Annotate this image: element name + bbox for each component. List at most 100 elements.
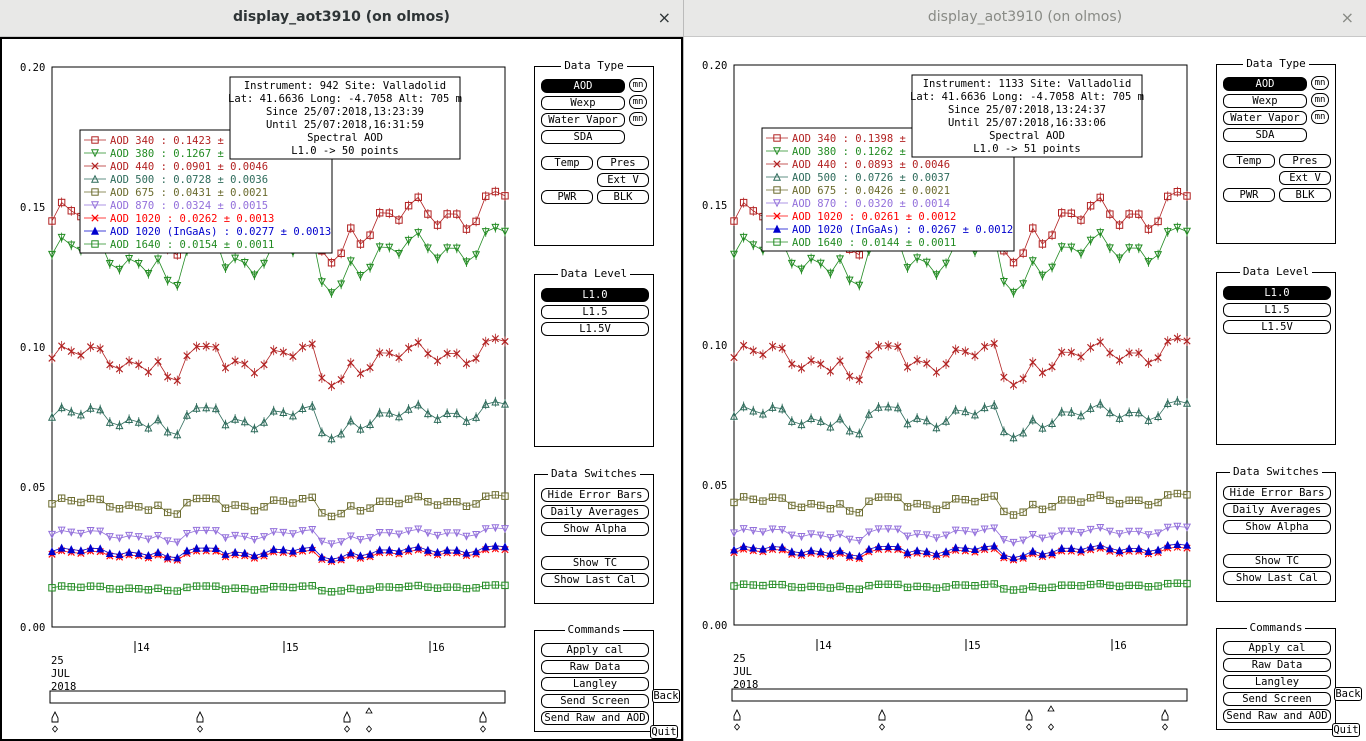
level-l10-button[interactable]: L1.0 bbox=[541, 288, 649, 302]
timeline-marker-icon[interactable] bbox=[1025, 708, 1033, 721]
sda-button[interactable]: SDA bbox=[541, 130, 625, 144]
show-tc-button[interactable]: Show TC bbox=[1223, 554, 1331, 568]
data-point bbox=[115, 505, 124, 513]
timeline-cursor-icon[interactable] bbox=[1047, 705, 1055, 712]
wexp-mn-button[interactable]: mn bbox=[629, 95, 647, 109]
level-l15-button[interactable]: L1.5 bbox=[541, 305, 649, 319]
raw-data-button[interactable]: Raw Data bbox=[541, 660, 649, 674]
data-point bbox=[729, 545, 739, 554]
daily-averages-button[interactable]: Daily Averages bbox=[1223, 503, 1331, 517]
langley-button[interactable]: Langley bbox=[541, 677, 649, 691]
timeline-marker-icon[interactable] bbox=[878, 708, 886, 721]
series-line bbox=[729, 539, 1192, 562]
ext-v-button[interactable]: Ext V bbox=[1279, 171, 1331, 185]
timeline-diamond-icon bbox=[343, 725, 351, 733]
apply-cal-button[interactable]: Apply cal bbox=[1223, 641, 1331, 655]
send-raw-aod-button[interactable]: Send Raw and AOD bbox=[541, 711, 649, 725]
blk-button[interactable]: BLK bbox=[1279, 188, 1331, 202]
series-path bbox=[51, 527, 506, 545]
level-l15v-button[interactable]: L1.5V bbox=[1223, 320, 1331, 334]
data-point bbox=[375, 529, 384, 538]
send-screen-button[interactable]: Send Screen bbox=[541, 694, 649, 708]
data-point bbox=[874, 342, 883, 350]
timeline-bar[interactable] bbox=[49, 690, 506, 704]
title-bar[interactable]: display_aot3910 (on olmos) × bbox=[684, 0, 1366, 37]
sda-button[interactable]: SDA bbox=[1223, 128, 1307, 142]
data-point bbox=[356, 536, 365, 545]
timeline-marker-icon[interactable] bbox=[479, 710, 487, 723]
level-l15v-button[interactable]: L1.5V bbox=[541, 322, 649, 336]
data-point bbox=[913, 254, 922, 263]
info-line: Lat: 41.6636 Long: -4.7058 Alt: 705 m bbox=[228, 93, 462, 105]
info-line: Spectral AOD bbox=[307, 132, 383, 144]
show-last-cal-button[interactable]: Show Last Cal bbox=[541, 573, 649, 587]
data-point bbox=[1009, 538, 1018, 547]
close-icon[interactable]: × bbox=[657, 8, 671, 27]
timeline-diamond-icon bbox=[479, 725, 487, 733]
ext-v-button[interactable]: Ext V bbox=[597, 173, 649, 187]
timeline-marker-icon[interactable] bbox=[343, 710, 351, 723]
water-vapor-mn-button[interactable]: mn bbox=[629, 112, 647, 126]
back-button[interactable]: Back bbox=[652, 689, 680, 703]
data-point bbox=[1009, 433, 1018, 442]
hide-error-bars-button[interactable]: Hide Error Bars bbox=[541, 488, 649, 502]
level-l10-button[interactable]: L1.0 bbox=[1223, 286, 1331, 300]
timeline-cursor-icon[interactable] bbox=[365, 707, 373, 714]
data-point bbox=[443, 409, 452, 418]
timeline-marker-icon[interactable] bbox=[51, 710, 59, 723]
close-icon[interactable]: × bbox=[1340, 8, 1354, 27]
y-tick-label: 0.10 bbox=[702, 340, 727, 352]
x-tick-label: 15 bbox=[968, 640, 981, 652]
blk-button[interactable]: BLK bbox=[597, 190, 649, 204]
pwr-button[interactable]: PWR bbox=[1223, 188, 1275, 202]
data-point bbox=[414, 581, 422, 590]
data-point bbox=[115, 534, 124, 543]
wexp-button[interactable]: Wexp bbox=[541, 96, 625, 110]
timeline-bar[interactable] bbox=[731, 688, 1188, 702]
temp-button[interactable]: Temp bbox=[541, 156, 593, 170]
quit-button[interactable]: Quit bbox=[650, 725, 678, 739]
aod-mn-button[interactable]: mn bbox=[629, 78, 647, 92]
raw-data-button[interactable]: Raw Data bbox=[1223, 658, 1331, 672]
data-point bbox=[758, 409, 767, 418]
water-vapor-button[interactable]: Water Vapor bbox=[1223, 111, 1307, 125]
data-point bbox=[77, 583, 85, 592]
langley-button[interactable]: Langley bbox=[1223, 675, 1331, 689]
temp-button[interactable]: Temp bbox=[1223, 154, 1275, 168]
hide-error-bars-button[interactable]: Hide Error Bars bbox=[1223, 486, 1331, 500]
daily-averages-button[interactable]: Daily Averages bbox=[541, 505, 649, 519]
water-vapor-button[interactable]: Water Vapor bbox=[541, 113, 625, 127]
timeline-marker-icon[interactable] bbox=[196, 710, 204, 723]
pres-button[interactable]: Pres bbox=[1279, 154, 1331, 168]
pres-button[interactable]: Pres bbox=[597, 156, 649, 170]
timeline-diamond-icon bbox=[1047, 723, 1055, 731]
pwr-button[interactable]: PWR bbox=[541, 190, 593, 204]
aod-mn-button[interactable]: mn bbox=[1311, 76, 1329, 90]
aod-button[interactable]: AOD bbox=[541, 79, 625, 93]
data-point bbox=[817, 583, 825, 591]
water-vapor-mn-button[interactable]: mn bbox=[1311, 110, 1329, 124]
aod-button[interactable]: AOD bbox=[1223, 77, 1307, 91]
show-alpha-button[interactable]: Show Alpha bbox=[541, 522, 649, 536]
wexp-button[interactable]: Wexp bbox=[1223, 94, 1307, 108]
data-point bbox=[96, 345, 104, 353]
data-point bbox=[807, 530, 816, 539]
send-screen-button[interactable]: Send Screen bbox=[1223, 692, 1331, 706]
show-last-cal-button[interactable]: Show Last Cal bbox=[1223, 571, 1331, 585]
data-point bbox=[491, 187, 500, 196]
data-point bbox=[347, 359, 355, 367]
show-tc-button[interactable]: Show TC bbox=[541, 556, 649, 570]
wexp-mn-button[interactable]: mn bbox=[1311, 93, 1329, 107]
data-point bbox=[816, 259, 825, 268]
quit-button[interactable]: Quit bbox=[1332, 723, 1360, 737]
timeline-marker-icon[interactable] bbox=[733, 708, 741, 721]
data-point bbox=[1067, 544, 1076, 553]
data-point bbox=[749, 241, 758, 250]
level-l15-button[interactable]: L1.5 bbox=[1223, 303, 1331, 317]
send-raw-aod-button[interactable]: Send Raw and AOD bbox=[1223, 709, 1331, 723]
title-bar[interactable]: display_aot3910 (on olmos) × bbox=[0, 0, 683, 37]
timeline-marker-icon[interactable] bbox=[1161, 708, 1169, 721]
show-alpha-button[interactable]: Show Alpha bbox=[1223, 520, 1331, 534]
apply-cal-button[interactable]: Apply cal bbox=[541, 643, 649, 657]
back-button[interactable]: Back bbox=[1334, 687, 1362, 701]
